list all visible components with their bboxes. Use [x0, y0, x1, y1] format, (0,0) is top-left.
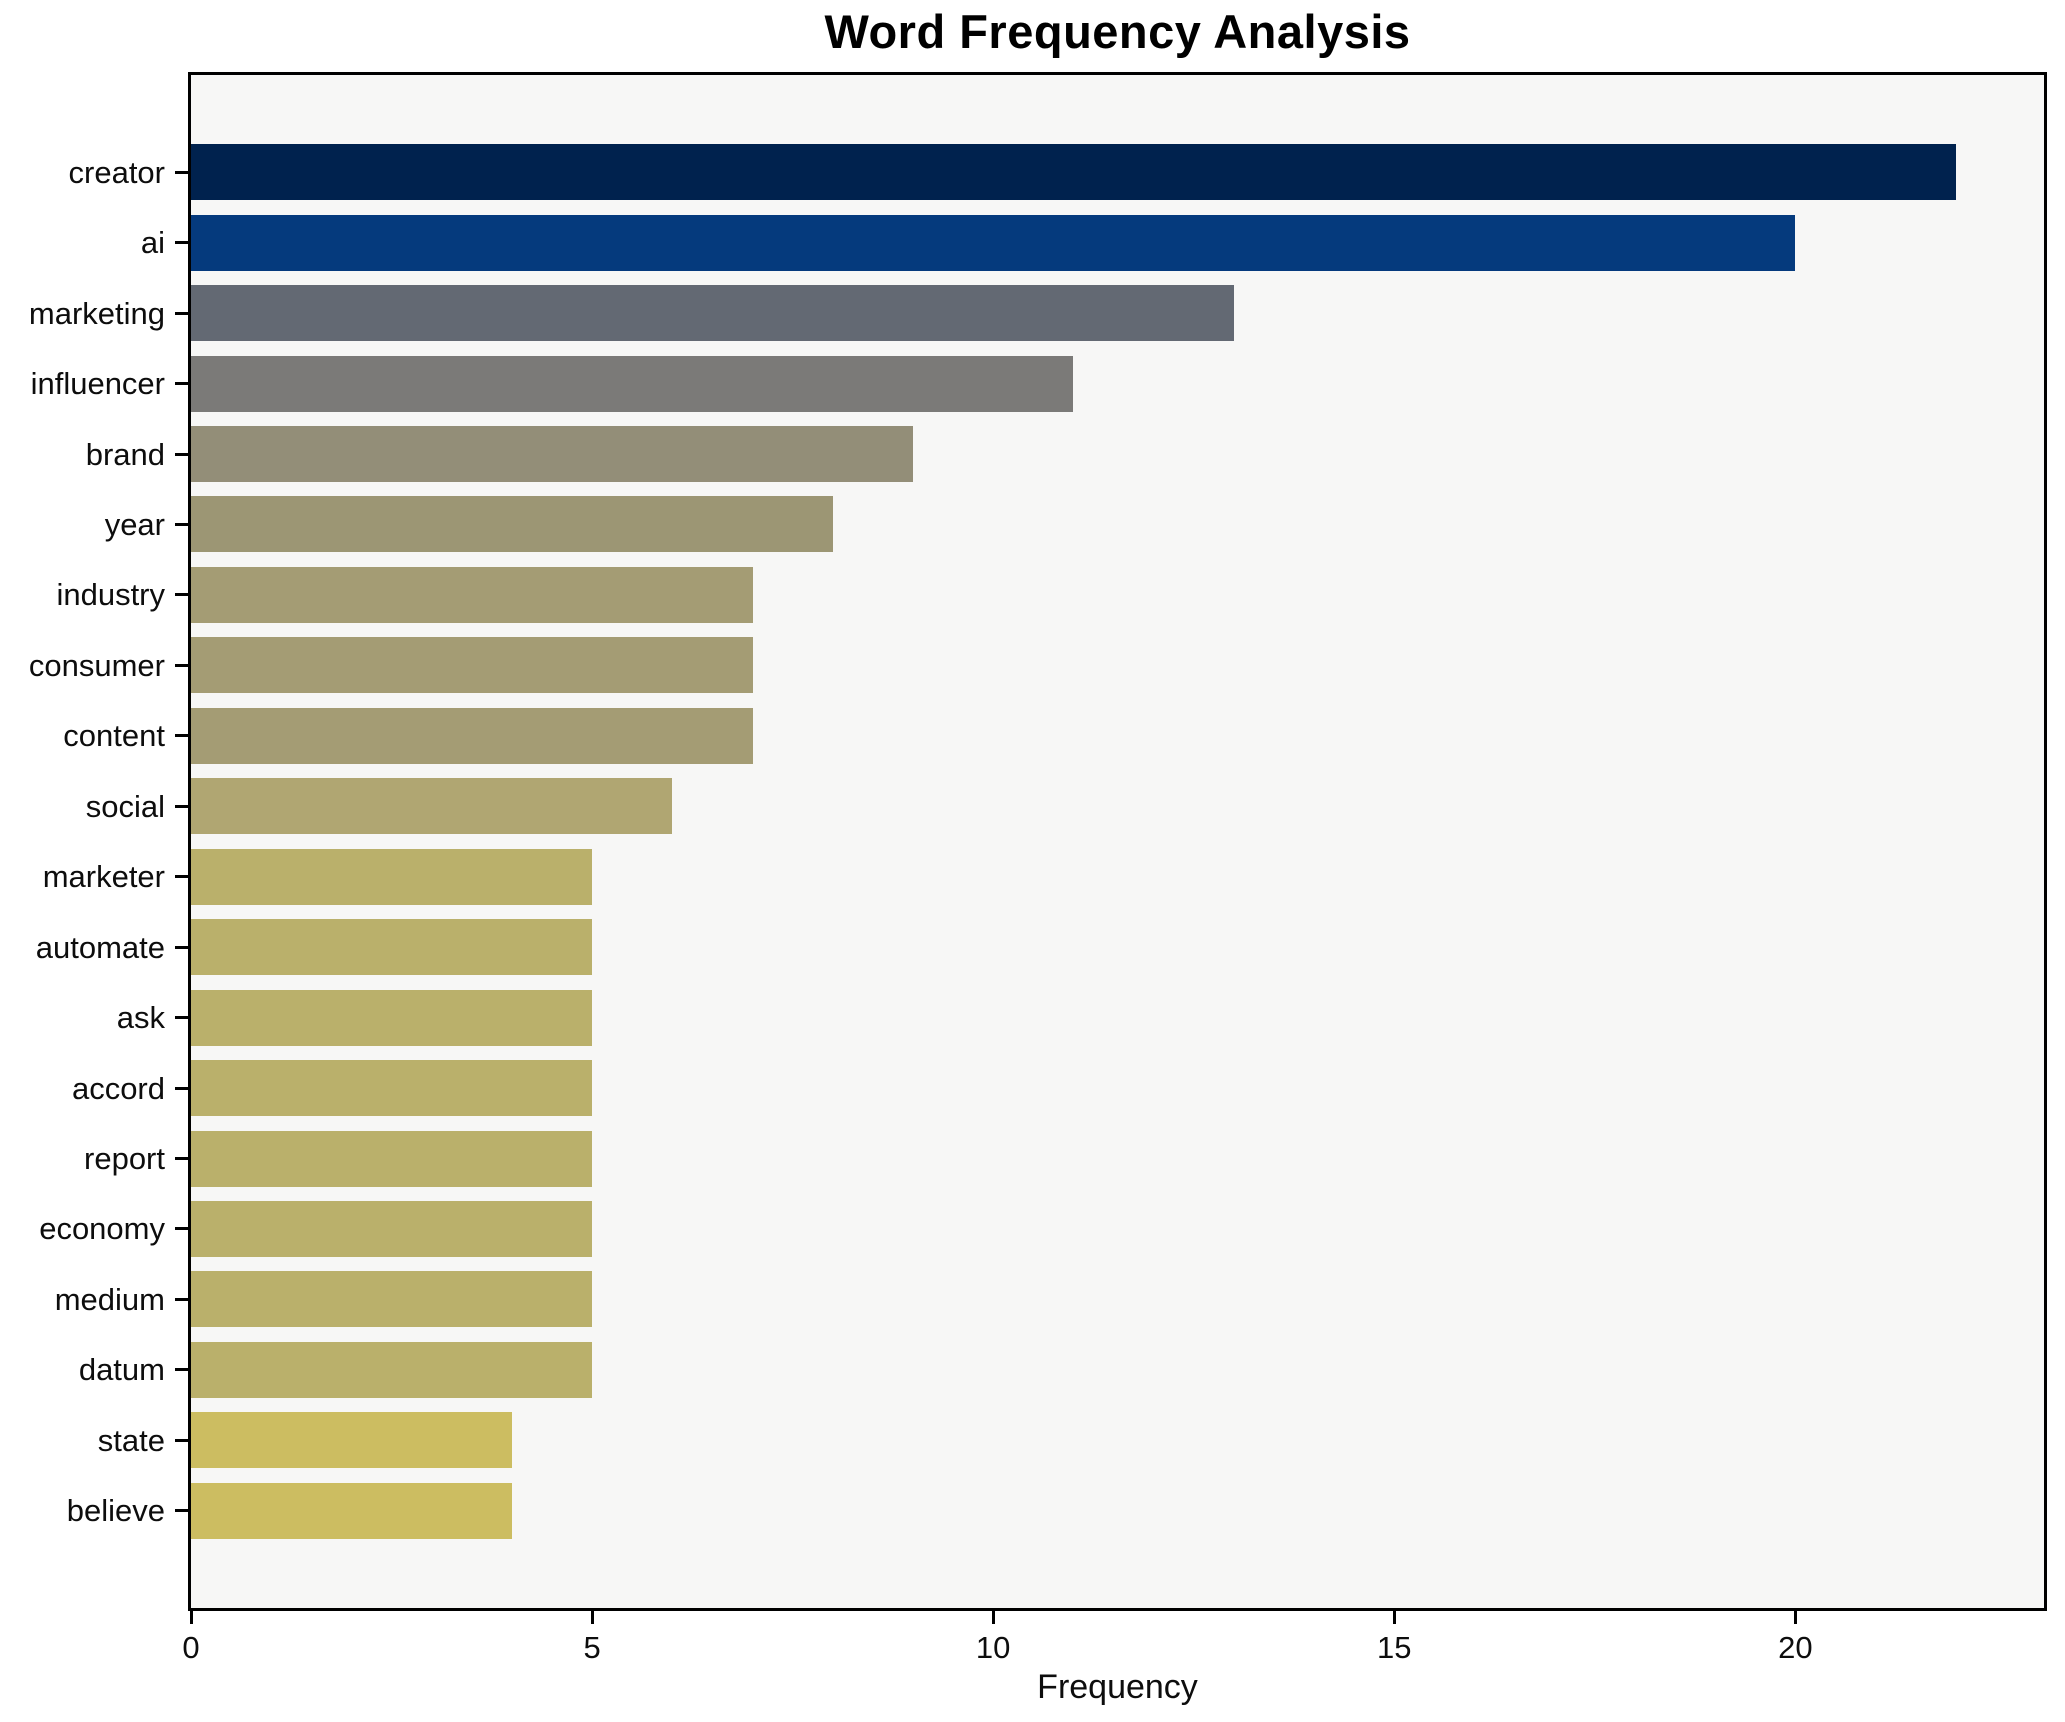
bar-believe: [191, 1482, 512, 1539]
y-tick-label-medium: medium: [54, 1281, 165, 1317]
x-tick-10: [991, 1611, 995, 1624]
y-tick-social: [175, 804, 188, 808]
y-tick-economy: [175, 1227, 188, 1231]
y-tick-label-content: content: [63, 718, 165, 754]
y-tick-content: [175, 734, 188, 738]
bar-accord: [191, 1060, 593, 1117]
x-tick-label-10: 10: [975, 1630, 1011, 1665]
x-tick-0: [189, 1611, 193, 1624]
x-tick-label-0: 0: [182, 1630, 200, 1665]
y-tick-automate: [175, 945, 188, 949]
y-tick-label-economy: economy: [39, 1211, 165, 1247]
y-tick-medium: [175, 1297, 188, 1301]
bar-creator: [191, 144, 1956, 201]
y-tick-label-brand: brand: [85, 436, 165, 472]
bar-marketer: [191, 848, 593, 905]
y-tick-brand: [175, 452, 188, 456]
bar-medium: [191, 1271, 593, 1328]
bar-year: [191, 496, 833, 553]
y-tick-label-ask: ask: [116, 1000, 165, 1036]
y-tick-ask: [175, 1016, 188, 1020]
bar-datum: [191, 1341, 593, 1398]
y-tick-believe: [175, 1509, 188, 1513]
y-tick-creator: [175, 170, 188, 174]
y-tick-label-believe: believe: [66, 1493, 165, 1529]
bar-influencer: [191, 355, 1074, 412]
y-tick-label-automate: automate: [35, 929, 165, 965]
x-tick-5: [590, 1611, 594, 1624]
y-tick-label-year: year: [104, 506, 165, 542]
y-tick-industry: [175, 593, 188, 597]
plot-area: creator ai marketing influencer brand year ind…: [29, 72, 2047, 1665]
y-tick-ai: [175, 241, 188, 245]
bar-automate: [191, 919, 593, 976]
bar-ask: [191, 989, 593, 1046]
y-tick-accord: [175, 1086, 188, 1090]
x-tick-label-5: 5: [583, 1630, 601, 1665]
y-tick-datum: [175, 1368, 188, 1372]
y-tick-label-industry: industry: [56, 577, 165, 613]
chart-title: Word Frequency Analysis: [824, 5, 1411, 58]
bar-brand: [191, 426, 913, 483]
y-tick-marketer: [175, 875, 188, 879]
y-tick-report: [175, 1157, 188, 1161]
y-tick-state: [175, 1438, 188, 1442]
y-tick-label-marketer: marketer: [42, 859, 165, 895]
x-tick-20: [1793, 1611, 1797, 1624]
x-tick-label-20: 20: [1778, 1630, 1813, 1665]
bar-report: [191, 1130, 593, 1187]
y-tick-label-datum: datum: [78, 1352, 165, 1388]
y-tick-label-report: report: [84, 1141, 165, 1177]
x-axis-label: Frequency: [1037, 1668, 1198, 1706]
y-tick-consumer: [175, 663, 188, 667]
y-tick-label-creator: creator: [68, 154, 165, 190]
bar-ai: [191, 214, 1796, 271]
bar-industry: [191, 566, 753, 623]
x-tick-15: [1392, 1611, 1396, 1624]
y-tick-label-accord: accord: [71, 1070, 165, 1106]
y-tick-label-social: social: [85, 788, 165, 824]
bar-social: [191, 778, 673, 835]
y-tick-label-marketing: marketing: [28, 295, 165, 331]
y-tick-marketing: [175, 311, 188, 315]
y-tick-label-influencer: influencer: [30, 366, 165, 402]
bar-state: [191, 1412, 512, 1469]
bar-economy: [191, 1200, 593, 1257]
x-tick-label-15: 15: [1376, 1630, 1412, 1665]
bar-content: [191, 707, 753, 764]
bar-consumer: [191, 637, 753, 694]
y-tick-label-state: state: [97, 1422, 165, 1458]
y-tick-label-consumer: consumer: [28, 647, 165, 683]
y-tick-influencer: [175, 382, 188, 386]
y-tick-label-ai: ai: [140, 225, 165, 261]
bar-marketing: [191, 285, 1234, 342]
y-tick-year: [175, 522, 188, 526]
